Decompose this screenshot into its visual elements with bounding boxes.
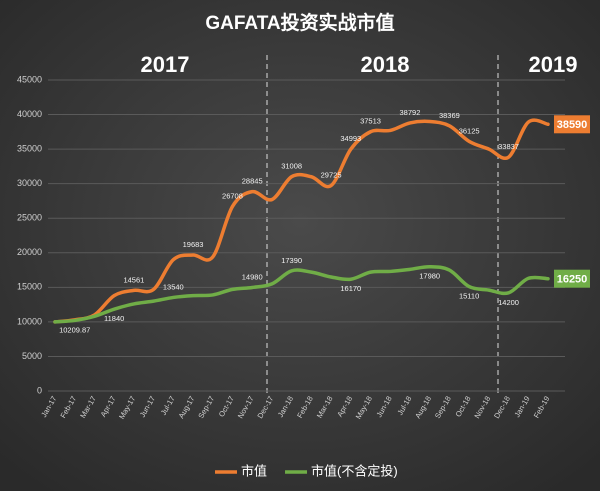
- end-label: 38590: [557, 119, 588, 131]
- data-label: 14561: [123, 275, 144, 284]
- chart-title: GAFATA投资实战市值: [205, 11, 394, 34]
- y-tick-label: 45000: [17, 74, 42, 84]
- data-label: 29725: [321, 171, 342, 180]
- data-label: 37513: [360, 117, 381, 126]
- series-line: [53, 118, 550, 324]
- y-tick-label: 25000: [17, 213, 42, 223]
- y-tick-label: 0: [37, 385, 42, 395]
- data-label: 14200: [498, 298, 519, 307]
- y-tick-label: 35000: [17, 143, 42, 153]
- data-label: 17980: [419, 272, 440, 281]
- data-label: 33837: [498, 142, 519, 151]
- data-label: 34993: [340, 134, 361, 143]
- data-label: 17390: [281, 256, 302, 265]
- y-tick-label: 40000: [17, 109, 42, 119]
- data-label: 15110: [459, 292, 479, 301]
- legend-label: 市值: [241, 463, 267, 478]
- data-label: 26708: [222, 191, 243, 200]
- y-tick-label: 30000: [17, 178, 42, 188]
- data-label: 10209.87: [59, 325, 90, 334]
- year-label: 2017: [141, 52, 190, 77]
- data-label: 38369: [439, 111, 460, 120]
- data-label: 14980: [242, 272, 263, 281]
- y-tick-label: 15000: [17, 282, 42, 292]
- data-label: 36125: [459, 126, 480, 135]
- data-label: 13540: [163, 282, 184, 291]
- data-label: 38792: [400, 108, 421, 117]
- y-tick-label: 5000: [22, 351, 42, 361]
- data-label: 19683: [183, 240, 204, 249]
- end-label-box: [554, 269, 590, 288]
- data-label: 31008: [281, 162, 302, 171]
- legend: 市值 市值(不含定投): [215, 463, 398, 478]
- y-tick-label: 10000: [17, 316, 42, 326]
- legend-label: 市值(不含定投): [311, 463, 398, 478]
- data-label: 28845: [242, 177, 263, 186]
- series-line: [53, 264, 550, 324]
- data-label: 11840: [104, 314, 124, 323]
- year-label: 2019: [529, 52, 578, 77]
- year-label: 2018: [361, 52, 410, 77]
- end-label: 16250: [557, 274, 588, 286]
- y-tick-label: 20000: [17, 247, 42, 257]
- data-label: 16170: [340, 284, 361, 293]
- end-label-box: [554, 115, 590, 134]
